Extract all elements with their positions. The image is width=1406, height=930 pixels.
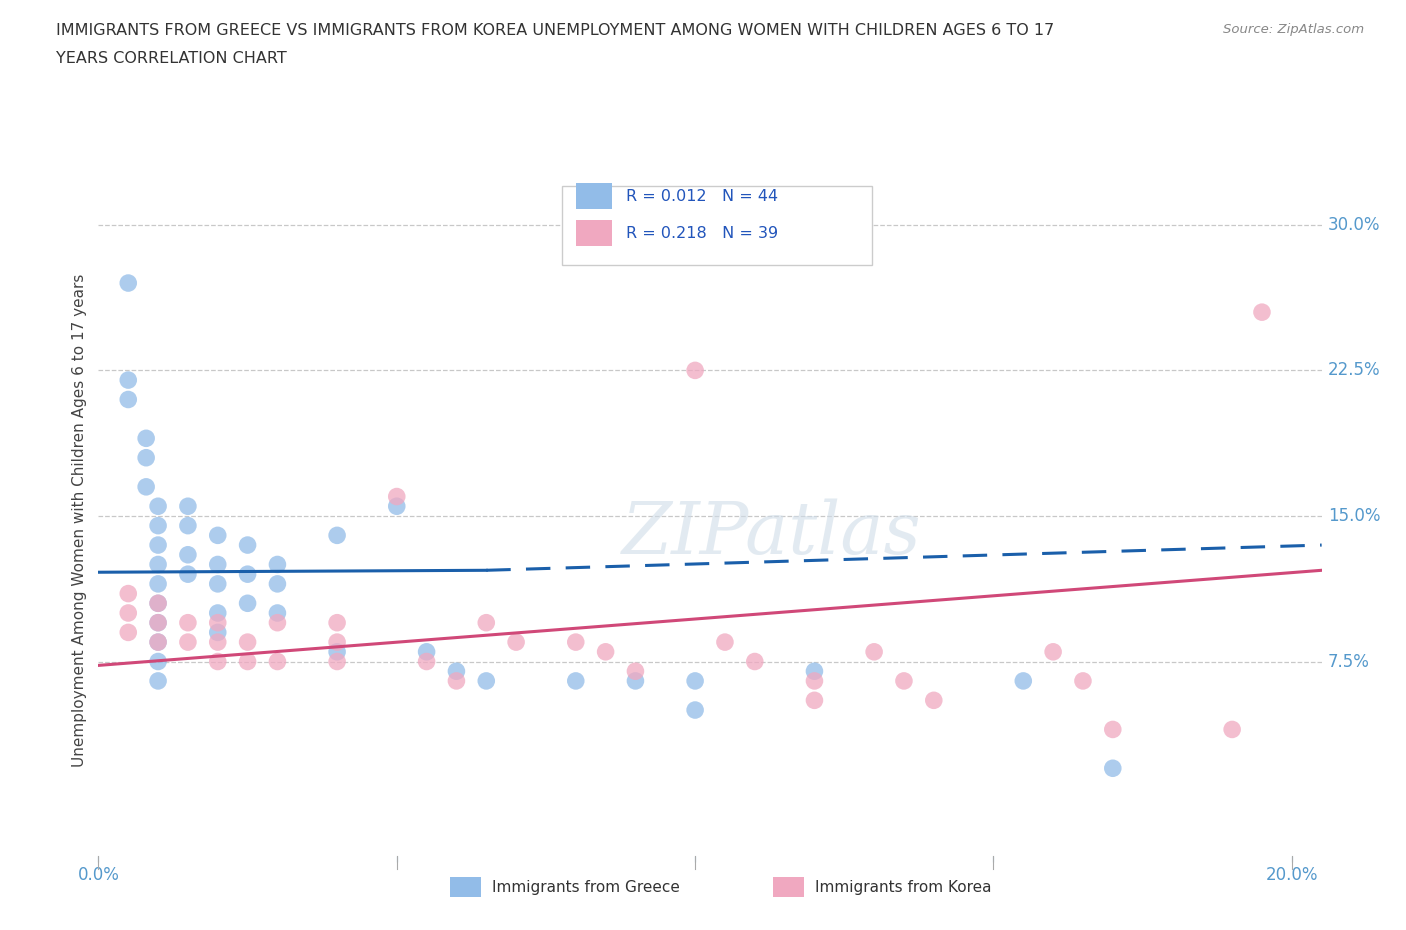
Point bbox=[236, 596, 259, 611]
Point bbox=[117, 392, 139, 407]
Point bbox=[146, 616, 169, 631]
Text: IMMIGRANTS FROM GREECE VS IMMIGRANTS FROM KOREA UNEMPLOYMENT AMONG WOMEN WITH CH: IMMIGRANTS FROM GREECE VS IMMIGRANTS FRO… bbox=[56, 23, 1054, 38]
Point bbox=[236, 634, 259, 649]
Point bbox=[326, 528, 349, 543]
Point bbox=[893, 673, 915, 688]
Point bbox=[135, 431, 157, 445]
Point bbox=[1012, 673, 1035, 688]
Point bbox=[565, 673, 588, 688]
Point bbox=[146, 498, 169, 513]
Point bbox=[505, 634, 527, 649]
Text: 7.5%: 7.5% bbox=[1327, 653, 1369, 671]
Text: Immigrants from Korea: Immigrants from Korea bbox=[815, 880, 993, 895]
Point bbox=[207, 654, 229, 669]
Point bbox=[565, 634, 588, 649]
Point bbox=[177, 498, 200, 513]
Point bbox=[266, 616, 288, 631]
Text: R = 0.218   N = 39: R = 0.218 N = 39 bbox=[626, 226, 778, 241]
Point bbox=[326, 654, 349, 669]
Point bbox=[177, 566, 200, 581]
Point bbox=[236, 566, 259, 581]
Point bbox=[415, 654, 437, 669]
Point bbox=[803, 673, 825, 688]
Point bbox=[146, 577, 169, 591]
Point bbox=[624, 664, 647, 679]
Text: YEARS CORRELATION CHART: YEARS CORRELATION CHART bbox=[56, 51, 287, 66]
Point bbox=[475, 673, 498, 688]
Y-axis label: Unemployment Among Women with Children Ages 6 to 17 years: Unemployment Among Women with Children A… bbox=[72, 274, 87, 767]
Point bbox=[326, 644, 349, 659]
Point bbox=[326, 634, 349, 649]
Point bbox=[207, 634, 229, 649]
Point bbox=[714, 634, 737, 649]
Point bbox=[117, 605, 139, 620]
Point bbox=[446, 664, 468, 679]
Point bbox=[117, 275, 139, 290]
Point bbox=[135, 479, 157, 494]
Point bbox=[683, 673, 706, 688]
Text: 22.5%: 22.5% bbox=[1327, 362, 1381, 379]
Point bbox=[146, 634, 169, 649]
Point bbox=[1251, 305, 1274, 320]
Point bbox=[146, 538, 169, 552]
Point bbox=[595, 644, 617, 659]
Point bbox=[146, 654, 169, 669]
Point bbox=[1101, 761, 1123, 776]
Point bbox=[135, 450, 157, 465]
Point bbox=[922, 693, 945, 708]
Point bbox=[207, 577, 229, 591]
Point bbox=[326, 616, 349, 631]
Point bbox=[146, 634, 169, 649]
Point bbox=[146, 673, 169, 688]
Point bbox=[863, 644, 886, 659]
Point bbox=[415, 644, 437, 659]
Point bbox=[475, 616, 498, 631]
Point bbox=[117, 625, 139, 640]
Point bbox=[683, 702, 706, 717]
Point bbox=[146, 557, 169, 572]
Point bbox=[446, 673, 468, 688]
Point bbox=[207, 605, 229, 620]
Point bbox=[146, 518, 169, 533]
Text: R = 0.012   N = 44: R = 0.012 N = 44 bbox=[626, 189, 778, 204]
Point bbox=[177, 616, 200, 631]
Point bbox=[266, 605, 288, 620]
Point bbox=[624, 673, 647, 688]
Text: 15.0%: 15.0% bbox=[1327, 507, 1381, 525]
Point bbox=[207, 616, 229, 631]
Point bbox=[117, 586, 139, 601]
Point bbox=[1101, 722, 1123, 737]
Point bbox=[207, 557, 229, 572]
Point bbox=[803, 664, 825, 679]
Point bbox=[266, 654, 288, 669]
Point bbox=[177, 518, 200, 533]
Point bbox=[266, 577, 288, 591]
Point bbox=[236, 538, 259, 552]
Point bbox=[385, 498, 408, 513]
Point bbox=[744, 654, 766, 669]
Point bbox=[177, 634, 200, 649]
Text: ZIPatlas: ZIPatlas bbox=[621, 498, 921, 569]
Point bbox=[1071, 673, 1094, 688]
Point bbox=[803, 693, 825, 708]
Text: Immigrants from Greece: Immigrants from Greece bbox=[492, 880, 681, 895]
Point bbox=[146, 596, 169, 611]
Point bbox=[146, 616, 169, 631]
Text: Source: ZipAtlas.com: Source: ZipAtlas.com bbox=[1223, 23, 1364, 36]
Text: 30.0%: 30.0% bbox=[1327, 216, 1381, 233]
Point bbox=[683, 363, 706, 378]
Point bbox=[236, 654, 259, 669]
Point bbox=[177, 548, 200, 563]
Point bbox=[1220, 722, 1243, 737]
Point bbox=[146, 596, 169, 611]
Point bbox=[207, 625, 229, 640]
Point bbox=[385, 489, 408, 504]
Point bbox=[1042, 644, 1064, 659]
Point bbox=[207, 528, 229, 543]
Point bbox=[266, 557, 288, 572]
Point bbox=[117, 373, 139, 388]
